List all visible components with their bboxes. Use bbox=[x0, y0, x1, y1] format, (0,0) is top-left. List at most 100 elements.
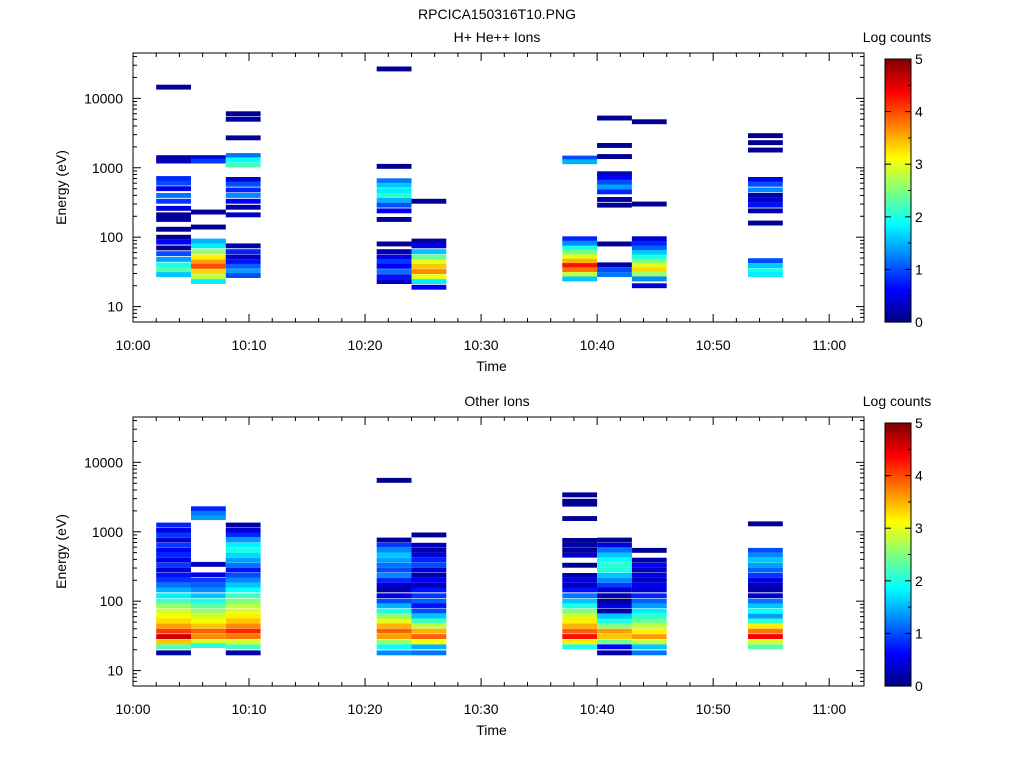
colorbar-swatch bbox=[885, 546, 911, 550]
heatmap-cell bbox=[225, 623, 261, 629]
heatmap-cell bbox=[748, 618, 783, 624]
heatmap-cell bbox=[225, 547, 261, 553]
heatmap-cell bbox=[411, 254, 447, 260]
heatmap-cell bbox=[376, 613, 412, 619]
colorbar-swatch bbox=[885, 441, 911, 445]
colorbar-swatch bbox=[885, 562, 911, 566]
colorbar-tick-label: 5 bbox=[915, 51, 923, 67]
heatmap-cell bbox=[748, 598, 783, 604]
heatmap-cell bbox=[191, 209, 226, 215]
heatmap-cell bbox=[562, 562, 598, 568]
heatmap-cell bbox=[225, 593, 261, 599]
heatmap-cell bbox=[597, 593, 632, 599]
heatmap-cell bbox=[376, 279, 412, 284]
heatmap-cell bbox=[156, 547, 191, 553]
colorbar-swatch bbox=[885, 90, 911, 94]
heatmap-cell bbox=[225, 111, 261, 117]
heatmap-cell bbox=[411, 573, 447, 578]
colorbar-swatch bbox=[885, 98, 911, 102]
colorbar-swatch bbox=[885, 203, 911, 207]
heatmap-cell bbox=[191, 613, 226, 619]
heatmap-cell bbox=[376, 547, 412, 553]
heatmap-cell bbox=[156, 644, 191, 650]
heatmap-cell bbox=[225, 613, 261, 619]
heatmap-cell bbox=[156, 628, 191, 634]
heatmap-cell bbox=[748, 628, 783, 634]
colorbar-swatch bbox=[885, 572, 911, 577]
colorbar-label: Log counts bbox=[863, 29, 932, 45]
heatmap-cell bbox=[156, 522, 191, 528]
colorbar-swatch bbox=[885, 74, 911, 79]
colorbar-swatch bbox=[885, 646, 911, 650]
colorbar-swatch bbox=[885, 451, 911, 456]
heatmap-cell bbox=[191, 587, 226, 593]
heatmap-cell bbox=[748, 582, 783, 588]
heatmap-cell bbox=[376, 269, 412, 274]
colorbar-swatch bbox=[885, 438, 911, 443]
heatmap-cell bbox=[748, 220, 783, 226]
heatmap-cell bbox=[748, 177, 783, 182]
heatmap-cell bbox=[411, 598, 447, 604]
heatmap-cells bbox=[156, 66, 783, 290]
heatmap-cell bbox=[748, 573, 783, 578]
heatmap-cell bbox=[225, 254, 261, 260]
colorbar-swatch bbox=[885, 272, 911, 276]
colorbar-tick-label: 1 bbox=[915, 625, 923, 641]
heatmap-cell bbox=[631, 628, 667, 634]
colorbar-swatch bbox=[885, 678, 911, 682]
heatmap-cell bbox=[156, 608, 191, 614]
heatmap-cell bbox=[562, 492, 598, 498]
heatmap-cell bbox=[597, 577, 632, 583]
colorbar-swatch bbox=[885, 219, 911, 223]
heatmap-cell bbox=[562, 644, 598, 650]
heatmap-cell bbox=[225, 628, 261, 634]
colorbar-swatch bbox=[885, 507, 911, 511]
colorbar-tick-label: 1 bbox=[915, 261, 923, 277]
colorbar-swatch bbox=[885, 137, 911, 142]
colorbar-swatch bbox=[885, 132, 911, 136]
heatmap-cell bbox=[156, 593, 191, 599]
colorbar-swatch bbox=[885, 235, 911, 239]
colorbar-swatch bbox=[885, 559, 911, 563]
heatmap-cell bbox=[225, 650, 261, 656]
heatmap-cell bbox=[562, 245, 598, 251]
heatmap-cell bbox=[225, 273, 261, 278]
colorbar-swatch bbox=[885, 269, 911, 273]
x-tick-label: 10:20 bbox=[348, 337, 383, 353]
heatmap-cell bbox=[597, 154, 632, 159]
heatmap-cell bbox=[376, 193, 412, 198]
heatmap-cell bbox=[562, 628, 598, 634]
heatmap-cell bbox=[562, 623, 598, 629]
colorbar-swatch bbox=[885, 61, 911, 65]
colorbar-swatch bbox=[885, 446, 911, 450]
colorbar-swatch bbox=[885, 285, 911, 289]
heatmap-cell bbox=[748, 562, 783, 568]
heatmap-cell bbox=[156, 226, 191, 232]
colorbar-swatch bbox=[885, 279, 911, 284]
colorbar-swatch bbox=[885, 161, 911, 165]
heatmap-cell bbox=[411, 593, 447, 599]
colorbar-swatch bbox=[885, 522, 911, 527]
colorbar-swatch bbox=[885, 250, 911, 255]
colorbar-swatch bbox=[885, 277, 911, 281]
colorbar-swatch bbox=[885, 549, 911, 553]
heatmap-cell bbox=[597, 241, 632, 247]
colorbar-tick-label: 0 bbox=[915, 678, 923, 694]
colorbar-swatch bbox=[885, 174, 911, 178]
heatmap-cell bbox=[631, 119, 667, 125]
colorbar-swatch bbox=[885, 274, 911, 278]
heatmap-cell bbox=[376, 537, 412, 543]
colorbar-swatch bbox=[885, 261, 911, 265]
colorbar-swatch bbox=[885, 578, 911, 582]
heatmap-cell bbox=[748, 193, 783, 198]
heatmap-cell bbox=[225, 157, 261, 163]
panel-title: H+ He++ Ions bbox=[454, 29, 541, 45]
heatmap-cell bbox=[156, 552, 191, 558]
heatmap-cell bbox=[748, 608, 783, 614]
heatmap-cell bbox=[562, 639, 598, 645]
heatmap-cell bbox=[376, 66, 412, 72]
colorbar-swatch bbox=[885, 538, 911, 542]
heatmap-cell bbox=[225, 603, 261, 609]
heatmap-cell bbox=[191, 279, 226, 284]
heatmap-cell bbox=[411, 238, 447, 244]
